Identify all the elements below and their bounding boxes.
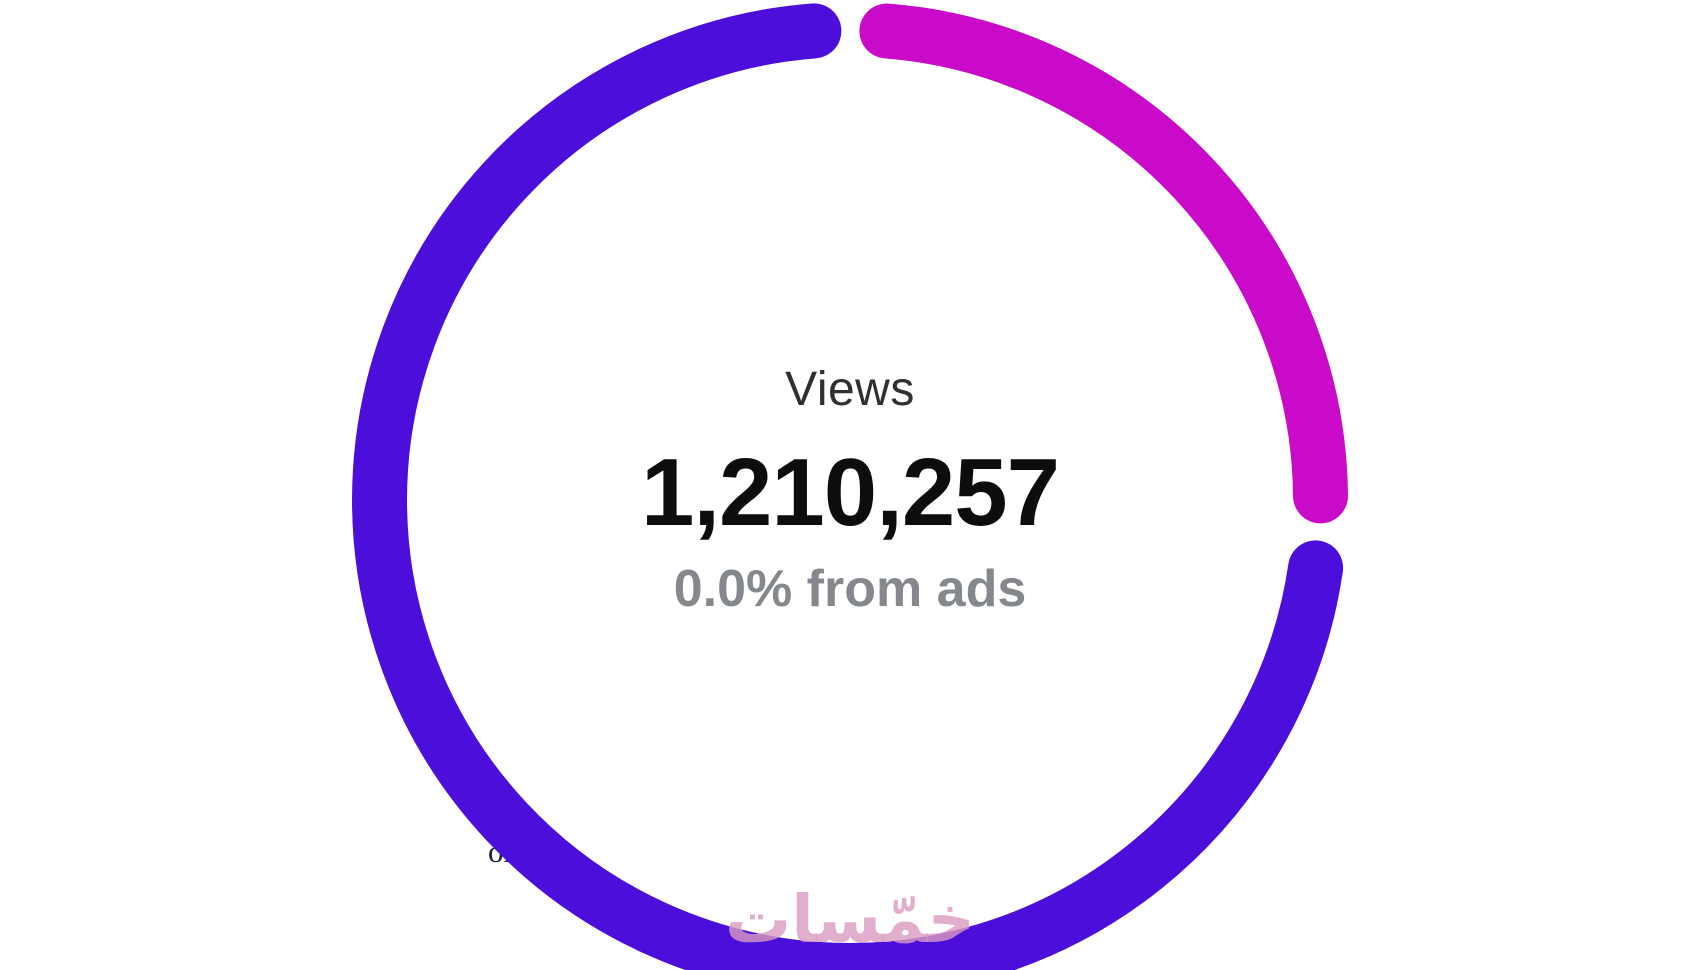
ads-percentage-subtitle: 0.0% from ads <box>673 560 1027 618</box>
khamsat-logo-watermark: خمّسات <box>724 881 976 958</box>
views-label: Views <box>785 363 915 416</box>
segment-magenta <box>859 3 1348 524</box>
segment-purple <box>352 3 1344 970</box>
views-value: 1,210,257 <box>640 439 1060 546</box>
